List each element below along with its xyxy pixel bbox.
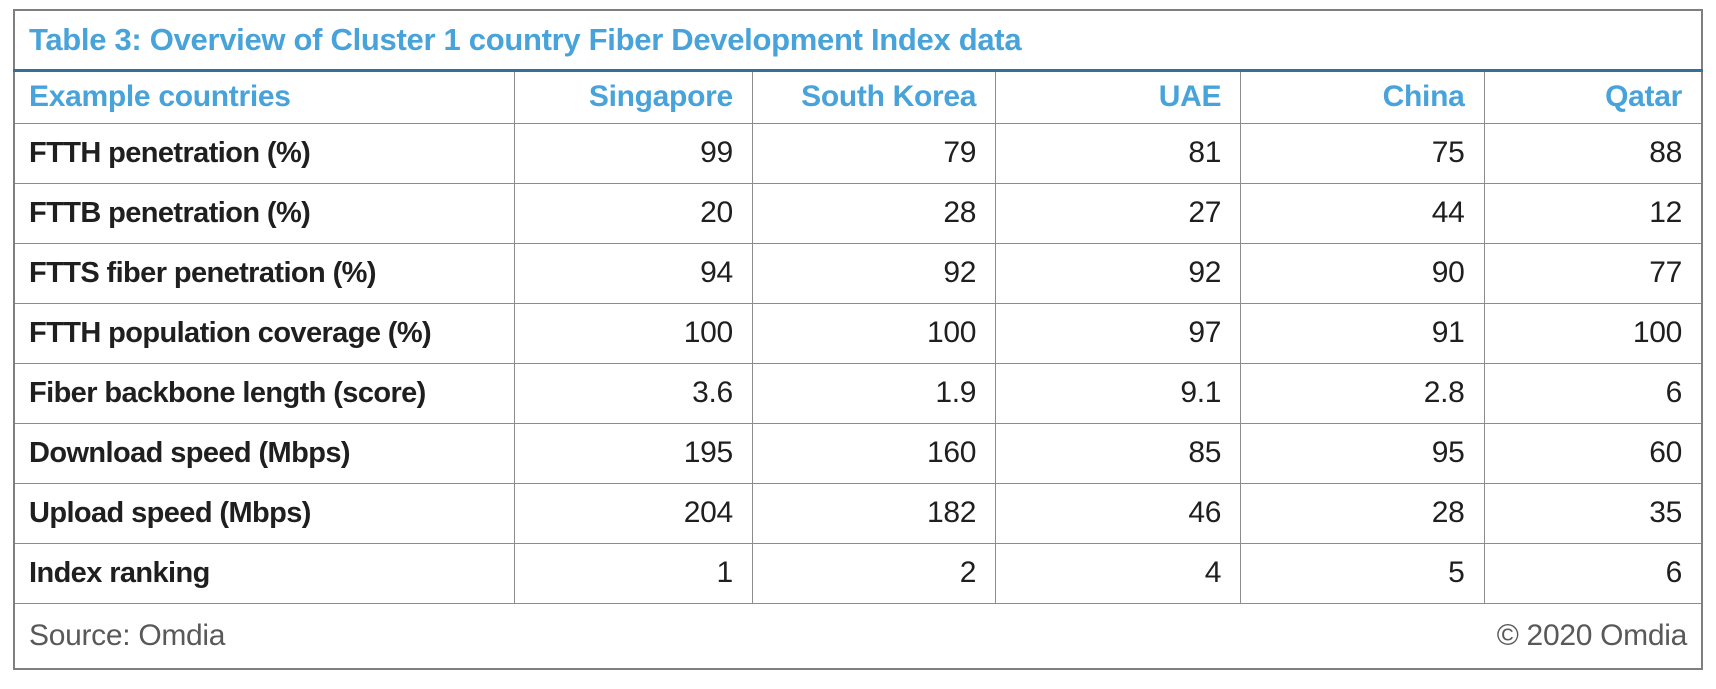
column-header-china: China bbox=[1240, 69, 1485, 124]
data-cell: 4 bbox=[995, 542, 1242, 604]
row-label: Index ranking bbox=[13, 542, 515, 604]
row-label: FTTH population coverage (%) bbox=[13, 302, 515, 364]
data-cell: 77 bbox=[1483, 242, 1703, 304]
table-row-fiber-backbone-length: Fiber backbone length (score) 3.6 1.9 9.… bbox=[13, 362, 1703, 424]
data-cell: 160 bbox=[751, 422, 997, 484]
data-cell: 28 bbox=[751, 182, 997, 244]
table-footer-cell: Source: Omdia © 2020 Omdia bbox=[13, 602, 1703, 670]
footer-inner: Source: Omdia © 2020 Omdia bbox=[29, 619, 1687, 653]
table-row-upload-speed: Upload speed (Mbps) 204 182 46 28 35 bbox=[13, 482, 1703, 544]
data-cell: 99 bbox=[513, 122, 753, 184]
data-cell: 90 bbox=[1240, 242, 1485, 304]
data-cell: 95 bbox=[1240, 422, 1485, 484]
row-label: FTTB penetration (%) bbox=[13, 182, 515, 244]
fiber-development-index-table: Table 3: Overview of Cluster 1 country F… bbox=[13, 9, 1703, 670]
data-cell: 79 bbox=[751, 122, 997, 184]
data-cell: 2.8 bbox=[1240, 362, 1485, 424]
row-label: Upload speed (Mbps) bbox=[13, 482, 515, 544]
table-row-ftth-penetration: FTTH penetration (%) 99 79 81 75 88 bbox=[13, 122, 1703, 184]
column-header-south-korea: South Korea bbox=[751, 69, 997, 124]
data-cell: 94 bbox=[513, 242, 753, 304]
data-cell: 100 bbox=[1483, 302, 1703, 364]
table-title: Table 3: Overview of Cluster 1 country F… bbox=[13, 9, 1703, 72]
table-row-ftth-population-coverage: FTTH population coverage (%) 100 100 97 … bbox=[13, 302, 1703, 364]
data-cell: 6 bbox=[1483, 542, 1703, 604]
table-title-row: Table 3: Overview of Cluster 1 country F… bbox=[13, 9, 1703, 72]
data-cell: 5 bbox=[1240, 542, 1485, 604]
table-row-index-ranking: Index ranking 1 2 4 5 6 bbox=[13, 542, 1703, 604]
row-label: FTTH penetration (%) bbox=[13, 122, 515, 184]
row-label: Fiber backbone length (score) bbox=[13, 362, 515, 424]
table-row-ftts-fiber-penetration: FTTS fiber penetration (%) 94 92 92 90 7… bbox=[13, 242, 1703, 304]
data-cell: 100 bbox=[751, 302, 997, 364]
column-header-singapore: Singapore bbox=[513, 69, 753, 124]
column-header-uae: UAE bbox=[995, 69, 1242, 124]
data-cell: 91 bbox=[1240, 302, 1485, 364]
data-cell: 1.9 bbox=[751, 362, 997, 424]
data-cell: 92 bbox=[751, 242, 997, 304]
source-text: Source: Omdia bbox=[29, 618, 226, 652]
table-row-download-speed: Download speed (Mbps) 195 160 85 95 60 bbox=[13, 422, 1703, 484]
data-cell: 81 bbox=[995, 122, 1242, 184]
data-cell: 27 bbox=[995, 182, 1242, 244]
data-cell: 2 bbox=[751, 542, 997, 604]
data-cell: 100 bbox=[513, 302, 753, 364]
copyright-text: © 2020 Omdia bbox=[1496, 618, 1688, 652]
data-cell: 20 bbox=[513, 182, 753, 244]
data-cell: 75 bbox=[1240, 122, 1485, 184]
row-label: Download speed (Mbps) bbox=[13, 422, 515, 484]
row-label: FTTS fiber penetration (%) bbox=[13, 242, 515, 304]
data-cell: 44 bbox=[1240, 182, 1485, 244]
data-cell: 92 bbox=[995, 242, 1242, 304]
table-header-row: Example countries Singapore South Korea … bbox=[13, 69, 1703, 124]
data-cell: 204 bbox=[513, 482, 753, 544]
data-cell: 195 bbox=[513, 422, 753, 484]
column-header-example-countries: Example countries bbox=[13, 69, 515, 124]
data-cell: 6 bbox=[1483, 362, 1703, 424]
data-cell: 85 bbox=[995, 422, 1242, 484]
data-cell: 9.1 bbox=[995, 362, 1242, 424]
data-cell: 46 bbox=[995, 482, 1242, 544]
data-cell: 88 bbox=[1483, 122, 1703, 184]
data-cell: 3.6 bbox=[513, 362, 753, 424]
data-cell: 182 bbox=[751, 482, 997, 544]
table-footer-row: Source: Omdia © 2020 Omdia bbox=[13, 602, 1703, 670]
data-cell: 60 bbox=[1483, 422, 1703, 484]
table-row-fttb-penetration: FTTB penetration (%) 20 28 27 44 12 bbox=[13, 182, 1703, 244]
data-cell: 35 bbox=[1483, 482, 1703, 544]
data-cell: 12 bbox=[1483, 182, 1703, 244]
data-cell: 97 bbox=[995, 302, 1242, 364]
data-cell: 1 bbox=[513, 542, 753, 604]
data-cell: 28 bbox=[1240, 482, 1485, 544]
column-header-qatar: Qatar bbox=[1483, 69, 1703, 124]
